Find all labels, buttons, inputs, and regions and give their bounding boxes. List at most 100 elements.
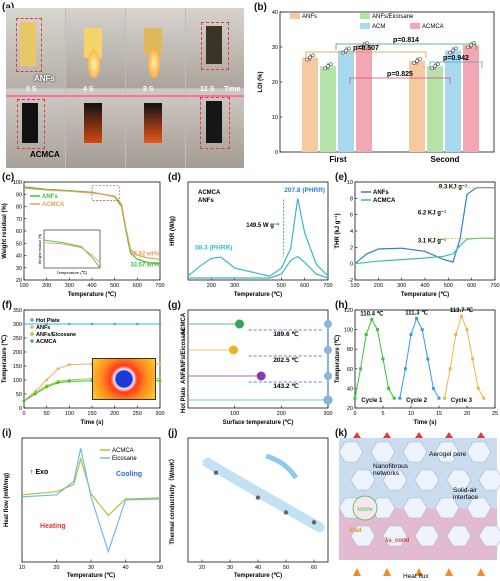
bar-acmca (463, 45, 479, 152)
inset-anfs-line (43, 239, 101, 269)
h-xtick-label: 0 (353, 411, 356, 417)
photo-acmca-4s (66, 89, 125, 168)
legend-label: ANFs (302, 14, 317, 20)
panel-c-label: (c) (2, 172, 15, 183)
panel-g-label: (g) (168, 300, 181, 311)
x-axis-label: Temperature (℃) (401, 291, 449, 298)
panel-d-label: (d) (168, 172, 181, 183)
c-xtick-label: 300 (65, 283, 74, 289)
aerogel-pore-cell (382, 469, 408, 491)
f-ytick-label: 150 (13, 364, 22, 370)
series-anfs-line (354, 187, 495, 265)
e-xtick-label: 700 (490, 283, 499, 289)
heating-label: Heating (40, 523, 66, 530)
i-xtick-label: 30 (88, 565, 94, 571)
legend-label: ACMCA (373, 198, 396, 204)
conductivity-chart: 20 30 40 50 60 Temperature (℃) Thermal conduct… (168, 437, 329, 579)
c-ytick-label: 40 (16, 254, 22, 260)
legend-swatch (360, 23, 370, 29)
b-ytick-label: 20 (272, 80, 278, 86)
inset-acmca-line (43, 242, 101, 264)
c-xtick-label: 200 (42, 283, 51, 289)
j-xtick-label: 30 (227, 565, 233, 571)
legend-swatch (30, 332, 34, 336)
y-axis-label: Heat flow (mW/mg) (4, 473, 10, 527)
time-12s: 12 S (200, 86, 215, 93)
data-point (436, 62, 440, 67)
panel-i: (i) 10 20 30 40 50 Temperature (℃) Heat flow (… (0, 428, 166, 581)
p-bracket (429, 61, 483, 68)
c-xtick-label: 100 (19, 283, 28, 289)
cycle-chart: 0 5 10 15 20 25 20 40 60 80 100 120 Time (s) Temperat… (334, 307, 498, 426)
e-xtick-label: 100 (350, 283, 359, 289)
legend-label: ACMCA (42, 202, 65, 208)
row-label: ANFs (181, 368, 187, 384)
inset-frame (43, 229, 101, 269)
panel-h-label: (h) (335, 300, 348, 311)
data-point (443, 396, 447, 400)
data-point (420, 328, 424, 332)
x-axis-label: Temperature (℃) (67, 572, 115, 579)
y-axis-label: HRR (W/g) (170, 216, 176, 246)
heat-in-arrow (353, 568, 361, 576)
data-point (158, 322, 162, 326)
data-point (403, 367, 407, 371)
data-point (387, 386, 391, 390)
j-xtick-label: 50 (283, 565, 289, 571)
aerogel-pore-cell (434, 441, 460, 463)
hrr-chart: 200 300 500 600 700 Temperature (℃) HRR (W/g) A… (170, 181, 333, 298)
h-ytick-label: 20 (347, 406, 353, 412)
e-ytick-label: 8 (350, 196, 353, 202)
d-xtick-label: 500 (277, 283, 286, 289)
f-xtick-label: 100 (65, 411, 74, 417)
interface-label: Solid-air (453, 487, 478, 494)
data-point (459, 314, 463, 318)
photo-anfs-12s (186, 8, 244, 88)
i-xtick-label: 40 (122, 565, 128, 571)
f-ytick-label: 200 (13, 350, 22, 356)
p-bracket (349, 77, 451, 84)
diff-annotation: 149.5 W g⁻¹ (246, 222, 279, 229)
h-ytick-label: 60 (347, 367, 353, 373)
trend-band (202, 457, 325, 533)
row-label: ACMCA (181, 312, 187, 335)
heat-out-arrow (353, 432, 361, 438)
b-ytick-label: 0 (275, 150, 278, 156)
p-value-label: p=0.814 (393, 37, 419, 44)
data-point (213, 470, 219, 475)
row-point-anfs (256, 371, 266, 381)
row-point-acmca (235, 319, 245, 329)
panel-b: (b) 0 10 20 30 40 LOI (%) First Second ANFs ANFs/… (250, 0, 500, 172)
photo-acmca-8s (126, 89, 185, 168)
data-point (454, 46, 458, 51)
f-xtick-label: 50 (44, 411, 50, 417)
trend-arrow (265, 453, 299, 480)
plot-frame (187, 309, 329, 409)
e-xtick-label: 400 (420, 283, 429, 289)
d-xtick-label: 200 (207, 283, 216, 289)
row-point-anfs-eicosane (229, 345, 238, 355)
bar-acm (445, 50, 461, 152)
bar-anfs-eicosane (320, 66, 336, 152)
data-point (465, 328, 469, 332)
data-point (305, 57, 309, 62)
diff-label: 189.6 ℃ (273, 330, 299, 338)
data-point (67, 363, 71, 366)
c-ytick-label: 20 (16, 278, 22, 284)
legend-label: ANFs (42, 194, 58, 200)
heat-out-arrow (383, 432, 391, 438)
aerogel-pore-cell (350, 469, 376, 491)
bar-acm (338, 50, 354, 152)
data-point (326, 64, 330, 69)
data-point (466, 45, 470, 50)
ir-thermal-image (92, 358, 156, 400)
photo-acmca-0s (6, 89, 65, 168)
series-acmca-line (354, 237, 495, 265)
p-bracket (335, 43, 477, 50)
aerogel-pore-cell (370, 497, 396, 519)
peak-annotation: 207.8 (PHRR) (284, 187, 325, 194)
data-point (415, 317, 419, 321)
legend-swatch (360, 13, 370, 19)
data-point (113, 322, 117, 326)
inset-y-label: Weight residual (%) (38, 234, 42, 264)
